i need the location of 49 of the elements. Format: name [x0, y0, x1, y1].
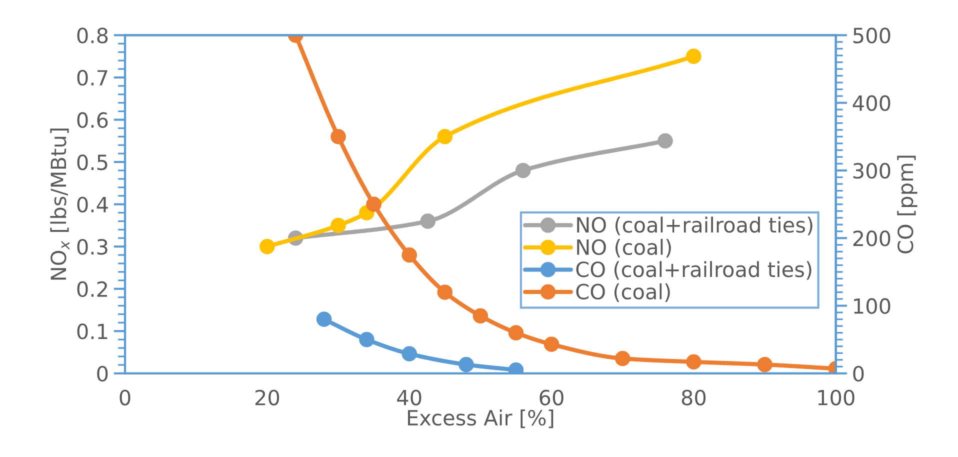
point [437, 284, 453, 300]
point [686, 48, 702, 64]
y2-tick-label: 400 [852, 95, 890, 112]
y-tick-label: 0.6 [77, 112, 108, 128]
point [614, 350, 630, 366]
y-axis-title: NO$_{x}$ [lbs/MBtu] [50, 128, 70, 280]
y-tick-label: 0.4 [77, 196, 108, 212]
point [757, 356, 772, 372]
point [359, 332, 374, 348]
y-tick-label: 0.8 [77, 28, 108, 44]
point [508, 325, 524, 340]
y2-tick-label: 500 [853, 28, 890, 44]
legend-label: CO (coal) [576, 283, 670, 302]
point [260, 238, 275, 254]
y2-tick-label: 0 [853, 366, 864, 382]
point [330, 218, 346, 234]
x-tick-label: 20 [255, 390, 280, 406]
y-tick-label: 0.5 [77, 154, 108, 170]
y-tick-label: 0.7 [77, 70, 108, 86]
point [316, 312, 332, 327]
point [544, 336, 560, 352]
legend-label: NO (coal) [577, 238, 671, 258]
point [658, 133, 673, 149]
x-tick-label: 100 [818, 390, 854, 406]
x-tick-label: 60 [540, 390, 564, 406]
x-axis-title: Excess Air [%] [408, 410, 554, 428]
x-tick-label: 80 [682, 390, 706, 406]
point [402, 346, 417, 362]
point [420, 214, 436, 229]
x-tick-label: 0 [120, 390, 130, 406]
point [402, 247, 417, 263]
point [686, 354, 702, 370]
y2-tick-label: 100 [854, 298, 890, 314]
point [366, 196, 382, 212]
x-tick-label: 40 [397, 390, 422, 406]
y2-tick-label: 300 [853, 162, 890, 179]
point [437, 129, 453, 144]
y-tick-label: 0.3 [77, 239, 108, 255]
legend-label: NO (coal+railroad ties) [577, 216, 812, 236]
y-tick-label: 0.1 [77, 324, 108, 340]
point [515, 162, 531, 178]
point [458, 356, 474, 372]
legend-label: CO (coal+railroad ties) [576, 261, 812, 280]
point [472, 308, 488, 324]
y-tick-label: 0 [97, 366, 108, 382]
y-tick-label: 0.2 [77, 281, 107, 298]
y2-axis-title: CO [ppm] [897, 156, 918, 254]
point [330, 129, 346, 144]
y2-tick-label: 200 [853, 230, 890, 246]
